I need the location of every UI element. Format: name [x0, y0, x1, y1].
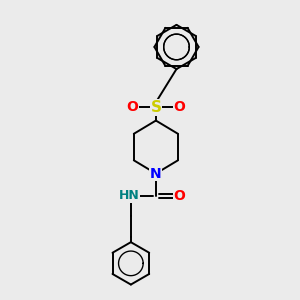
- Text: N: N: [150, 167, 162, 181]
- Text: O: O: [173, 189, 185, 202]
- Text: S: S: [150, 100, 161, 115]
- Text: HN: HN: [119, 189, 140, 202]
- Text: O: O: [173, 100, 185, 114]
- Text: O: O: [126, 100, 138, 114]
